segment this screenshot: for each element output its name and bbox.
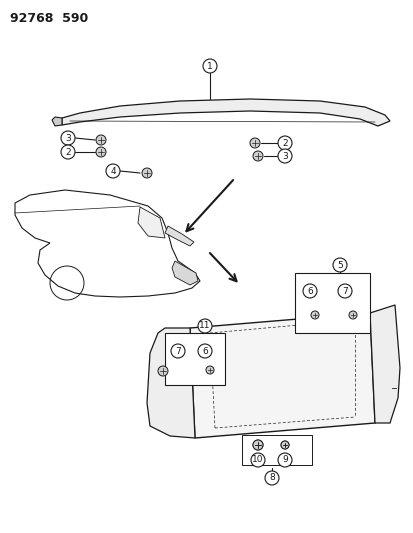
Circle shape (337, 284, 351, 298)
Circle shape (310, 311, 318, 319)
Polygon shape (147, 328, 195, 438)
Circle shape (61, 131, 75, 145)
Text: 5: 5 (336, 261, 342, 270)
Polygon shape (369, 305, 399, 423)
Circle shape (264, 471, 278, 485)
Text: 2: 2 (282, 139, 287, 148)
Circle shape (348, 311, 356, 319)
Circle shape (197, 319, 211, 333)
Circle shape (277, 453, 291, 467)
Text: 10: 10 (252, 456, 263, 464)
FancyBboxPatch shape (242, 435, 311, 465)
Text: 7: 7 (175, 346, 180, 356)
Circle shape (96, 135, 106, 145)
Circle shape (171, 344, 185, 358)
Text: 1: 1 (206, 61, 212, 70)
Circle shape (106, 164, 120, 178)
Text: 6: 6 (202, 346, 207, 356)
Circle shape (332, 258, 346, 272)
Polygon shape (138, 207, 165, 238)
Circle shape (277, 149, 291, 163)
Circle shape (61, 145, 75, 159)
Text: 2: 2 (65, 148, 71, 157)
Circle shape (280, 441, 288, 449)
Circle shape (202, 59, 216, 73)
Polygon shape (62, 99, 389, 126)
Text: 3: 3 (281, 151, 287, 160)
FancyBboxPatch shape (165, 333, 224, 385)
FancyBboxPatch shape (294, 273, 369, 333)
Circle shape (252, 440, 262, 450)
Polygon shape (190, 313, 374, 438)
Text: 3: 3 (65, 133, 71, 142)
Polygon shape (165, 226, 194, 246)
Circle shape (252, 151, 262, 161)
Circle shape (250, 453, 264, 467)
Text: 9: 9 (281, 456, 287, 464)
Circle shape (280, 441, 288, 449)
Circle shape (302, 284, 316, 298)
Text: 92768  590: 92768 590 (10, 12, 88, 25)
Circle shape (277, 136, 291, 150)
Circle shape (197, 344, 211, 358)
Text: 11: 11 (199, 321, 210, 330)
Circle shape (158, 366, 168, 376)
Text: 6: 6 (306, 287, 312, 295)
Circle shape (142, 168, 152, 178)
Text: 4: 4 (110, 166, 116, 175)
Circle shape (96, 147, 106, 157)
Polygon shape (171, 261, 197, 285)
Text: 7: 7 (341, 287, 347, 295)
Circle shape (252, 440, 262, 450)
Circle shape (249, 138, 259, 148)
Text: 8: 8 (268, 473, 274, 482)
Circle shape (206, 366, 214, 374)
Polygon shape (15, 190, 199, 297)
Polygon shape (52, 117, 62, 126)
